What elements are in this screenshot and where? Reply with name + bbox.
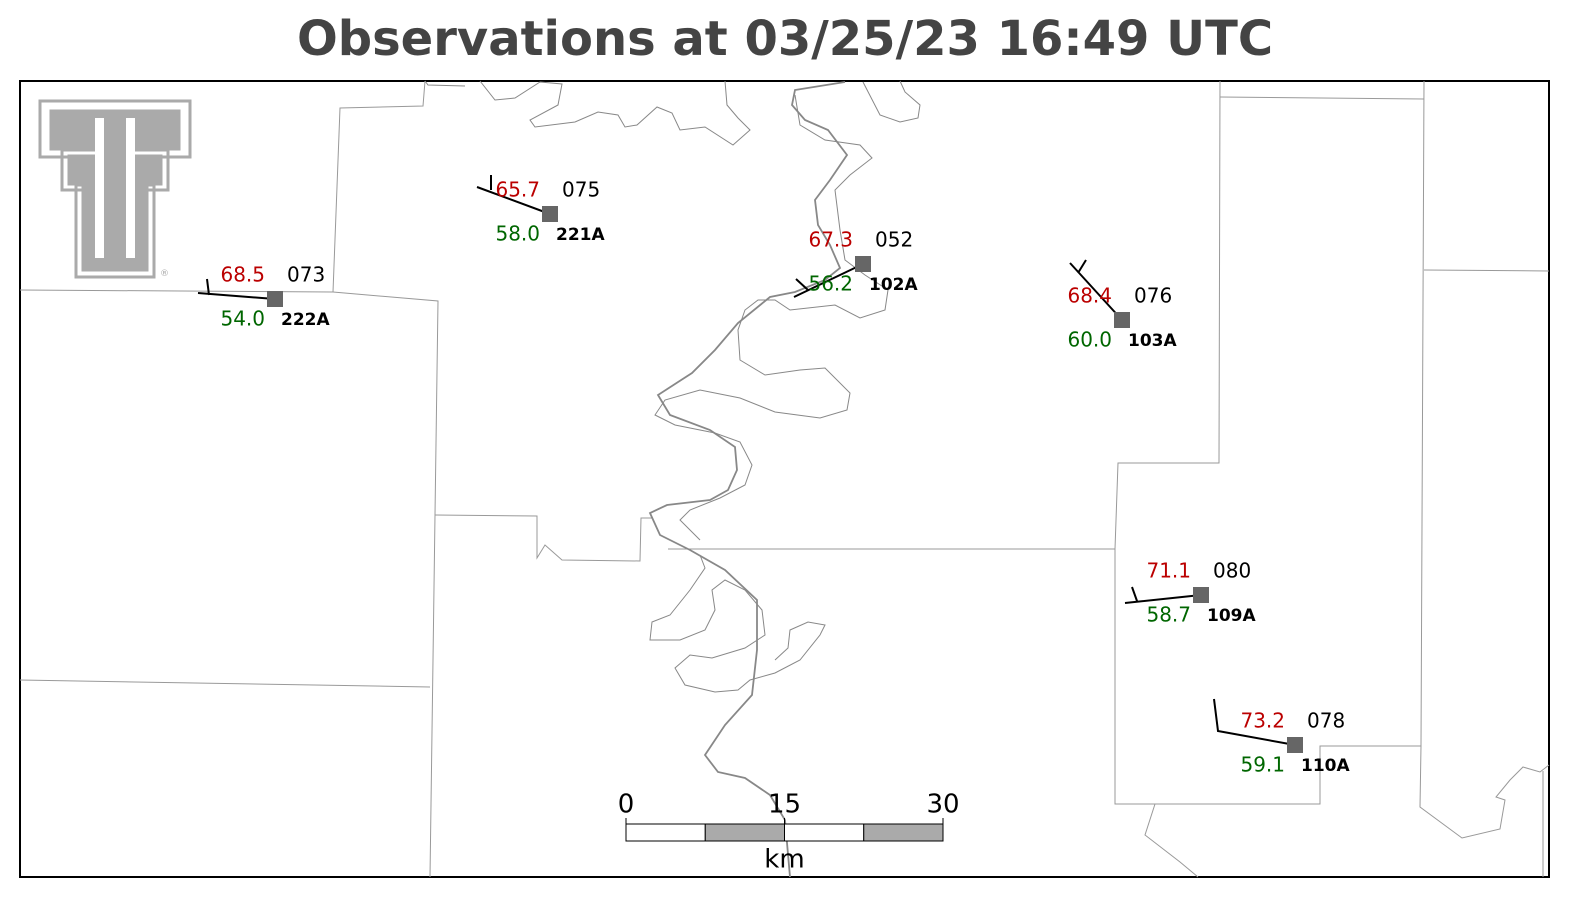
county-lines xyxy=(19,80,1550,878)
station-marker xyxy=(1287,737,1303,753)
station-id: 109A xyxy=(1207,606,1256,626)
station-marker xyxy=(1193,587,1209,603)
dewpoint: 56.2 xyxy=(808,272,853,296)
map: ® 68.5 073 54.0 222A 65.7 075 58.0 221A 67.3 052 5… xyxy=(19,80,1550,878)
temperature: 68.4 xyxy=(1067,284,1112,308)
station-marker xyxy=(1114,312,1130,328)
wind-barb xyxy=(197,278,276,300)
dewpoint: 60.0 xyxy=(1067,328,1112,352)
scale-segment xyxy=(863,823,944,842)
pressure: 052 xyxy=(875,228,913,252)
wind-barb xyxy=(793,263,864,298)
pressure: 080 xyxy=(1213,559,1251,583)
logo: ® xyxy=(38,99,192,279)
wind-barb xyxy=(476,175,551,215)
station-id: 103A xyxy=(1128,331,1177,351)
scale-label: 15 xyxy=(768,790,801,820)
dewpoint: 54.0 xyxy=(220,307,265,331)
pressure: 073 xyxy=(287,263,325,287)
scale-segment xyxy=(625,823,706,842)
station-id: 222A xyxy=(281,310,330,330)
temperature: 73.2 xyxy=(1240,709,1285,733)
station-marker xyxy=(542,206,558,222)
dewpoint: 59.1 xyxy=(1240,753,1285,777)
lakes xyxy=(424,80,921,693)
pressure: 078 xyxy=(1307,709,1345,733)
title: Observations at 03/25/23 16:49 UTC xyxy=(297,11,1273,67)
station: 71.1 080 58.7 109A xyxy=(1124,559,1256,627)
scale-segment xyxy=(704,823,785,842)
station: 68.5 073 54.0 222A xyxy=(197,263,330,331)
pressure: 075 xyxy=(562,178,600,202)
dewpoint: 58.0 xyxy=(495,222,540,246)
scale-label: 0 xyxy=(618,790,635,820)
temperature: 65.7 xyxy=(495,178,540,202)
scale-segment xyxy=(784,823,865,842)
station: 68.4 076 60.0 103A xyxy=(1067,259,1177,352)
svg-text:®: ® xyxy=(160,269,169,279)
station-id: 110A xyxy=(1301,756,1350,776)
temperature: 68.5 xyxy=(220,263,265,287)
wind-barb xyxy=(1124,586,1202,604)
scale-label: 30 xyxy=(926,790,959,820)
stations: 68.5 073 54.0 222A 65.7 075 58.0 221A 67.3 052 56.… xyxy=(197,175,1350,777)
temperature: 67.3 xyxy=(808,228,853,252)
scale-unit: km xyxy=(764,845,804,875)
pressure: 076 xyxy=(1134,284,1172,308)
wind-barb xyxy=(1213,698,1296,746)
wind-barb xyxy=(1069,259,1123,321)
dewpoint: 58.7 xyxy=(1146,603,1191,627)
station-id: 102A xyxy=(869,275,918,295)
scale-bar: 0 15 30 km xyxy=(618,790,960,875)
station-marker xyxy=(855,256,871,272)
station-marker xyxy=(267,291,283,307)
station: 65.7 075 58.0 221A xyxy=(476,175,605,246)
temperature: 71.1 xyxy=(1146,559,1191,583)
station: 73.2 078 59.1 110A xyxy=(1213,698,1350,777)
station: 67.3 052 56.2 102A xyxy=(793,228,918,298)
station-id: 221A xyxy=(556,225,605,245)
river xyxy=(648,81,849,878)
